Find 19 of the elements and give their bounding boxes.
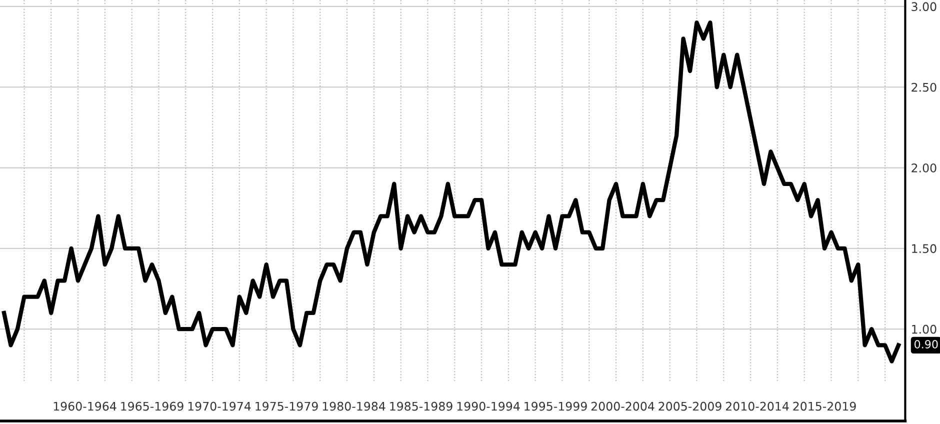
x-tick-label: 2005-2009 (658, 402, 722, 411)
x-tick-label: 1975-1979 (256, 402, 318, 411)
x-tick-label: 1995-1999 (524, 402, 587, 411)
x-tick-label: 2015-2019 (793, 402, 856, 411)
y-tick-label: 2.50 (912, 82, 936, 92)
x-tick-label: 2000-2004 (591, 402, 654, 411)
y-tick-label: 3.00 (912, 2, 936, 12)
x-tick-label: 1970-1974 (188, 402, 251, 411)
line-series (2, 20, 901, 364)
x-tick-label: 1960-1964 (54, 402, 116, 411)
x-tick-label: 2010-2014 (726, 402, 789, 411)
x-tick-label: 1965-1969 (121, 402, 184, 411)
x-tick-label: 1990-1994 (457, 402, 520, 411)
y-tick-label: 2.00 (912, 163, 936, 172)
x-tick-label: 1985-1989 (390, 402, 452, 411)
text: 0.90 (914, 340, 938, 348)
y-tick-label: 1.00 (912, 324, 936, 334)
x-tick-label: 1980-1984 (322, 402, 386, 411)
y-tick-label: 1.50 (912, 244, 936, 254)
